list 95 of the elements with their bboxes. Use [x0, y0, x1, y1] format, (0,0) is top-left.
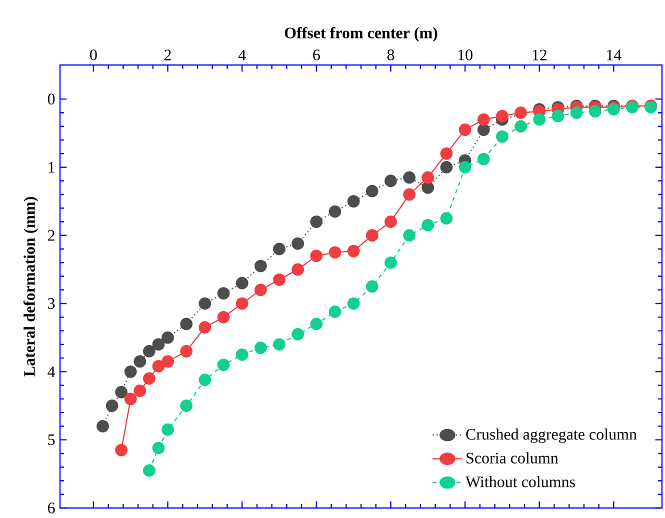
point [366, 184, 378, 198]
point [142, 464, 156, 477]
point [347, 195, 360, 208]
point [440, 147, 453, 160]
point [292, 328, 304, 340]
legend-label: Scoria column [466, 452, 558, 464]
point [198, 374, 212, 386]
point [124, 366, 137, 378]
point [458, 124, 472, 136]
point [496, 110, 508, 122]
y-tick-label: 3 [48, 298, 55, 309]
point [152, 360, 165, 373]
point [292, 263, 304, 276]
point [142, 372, 156, 385]
point [347, 244, 360, 258]
point [106, 400, 118, 412]
point [217, 311, 230, 324]
x-tick-label: 2 [164, 50, 171, 60]
point [134, 384, 146, 398]
point [254, 260, 267, 272]
y-tick-label: 0 [48, 94, 55, 105]
point [96, 420, 109, 432]
point [236, 276, 248, 290]
point [570, 106, 583, 120]
point [440, 161, 453, 174]
point [588, 105, 602, 118]
point [310, 250, 323, 262]
point [477, 152, 490, 166]
point [384, 216, 397, 228]
point [162, 332, 174, 344]
y-tick-label: 1 [48, 162, 54, 173]
point [496, 130, 508, 143]
point [162, 424, 174, 436]
point [514, 120, 527, 133]
point [328, 246, 342, 259]
point [292, 237, 304, 250]
point [403, 188, 416, 201]
point [217, 358, 230, 372]
point [328, 306, 342, 318]
point [162, 355, 174, 368]
y-tick-label: 4 [48, 366, 56, 378]
point [384, 174, 397, 188]
point [328, 205, 342, 218]
point [310, 216, 323, 228]
x-tick-label: 10 [458, 50, 472, 60]
point [552, 110, 564, 122]
point [384, 256, 397, 269]
point [236, 348, 248, 361]
point [403, 229, 416, 242]
x-axis-title: Offset from center (m) [284, 27, 438, 42]
point [422, 219, 434, 232]
point [347, 297, 360, 310]
point [403, 171, 416, 184]
point [152, 442, 165, 454]
point [458, 161, 472, 174]
point [422, 171, 434, 184]
point [366, 280, 378, 293]
point [422, 182, 434, 194]
point [254, 342, 267, 354]
y-tick-label: 5 [48, 434, 55, 446]
point [273, 242, 286, 256]
point [152, 338, 165, 351]
x-tick-label: 6 [313, 50, 320, 60]
point [198, 321, 212, 334]
point [198, 297, 212, 310]
y-tick-label: 2 [48, 230, 54, 241]
point [217, 287, 230, 300]
point [477, 113, 490, 126]
point [124, 392, 137, 406]
point [180, 345, 193, 358]
point [142, 345, 156, 358]
point [115, 444, 128, 456]
point [180, 400, 193, 412]
point [180, 318, 193, 330]
legend-label: Without columns [466, 476, 575, 488]
point [440, 212, 453, 225]
x-tick-label: 14 [607, 50, 622, 60]
y-tick-label: 6 [48, 502, 55, 514]
point [134, 355, 146, 368]
legend-label: Crushed aggregate column [466, 428, 637, 444]
point [236, 297, 248, 310]
point [273, 274, 286, 286]
point [514, 106, 527, 120]
point [115, 386, 128, 398]
point [254, 284, 267, 296]
point [477, 124, 490, 136]
y-axis-title: Lateral deformation (mm) [23, 197, 38, 377]
point [273, 338, 286, 351]
x-tick-label: 4 [238, 50, 246, 60]
point [533, 113, 546, 126]
point [310, 318, 323, 330]
point [366, 229, 378, 242]
x-tick-label: 0 [90, 50, 97, 60]
x-tick-label: 12 [532, 50, 546, 60]
x-tick-label: 8 [387, 50, 394, 60]
